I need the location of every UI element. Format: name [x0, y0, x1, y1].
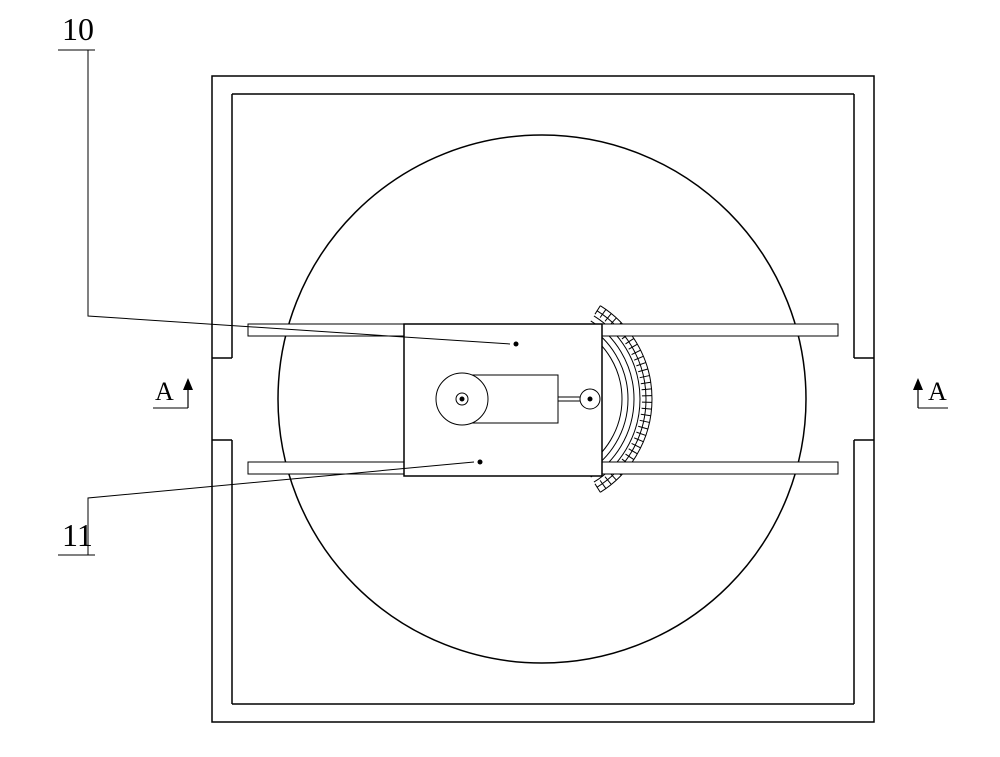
section-mark-A: A [928, 377, 947, 406]
drawing-canvas: 1011AA [0, 0, 1000, 757]
callout-label-10: 10 [62, 11, 94, 47]
section-mark-A: A [155, 377, 174, 406]
